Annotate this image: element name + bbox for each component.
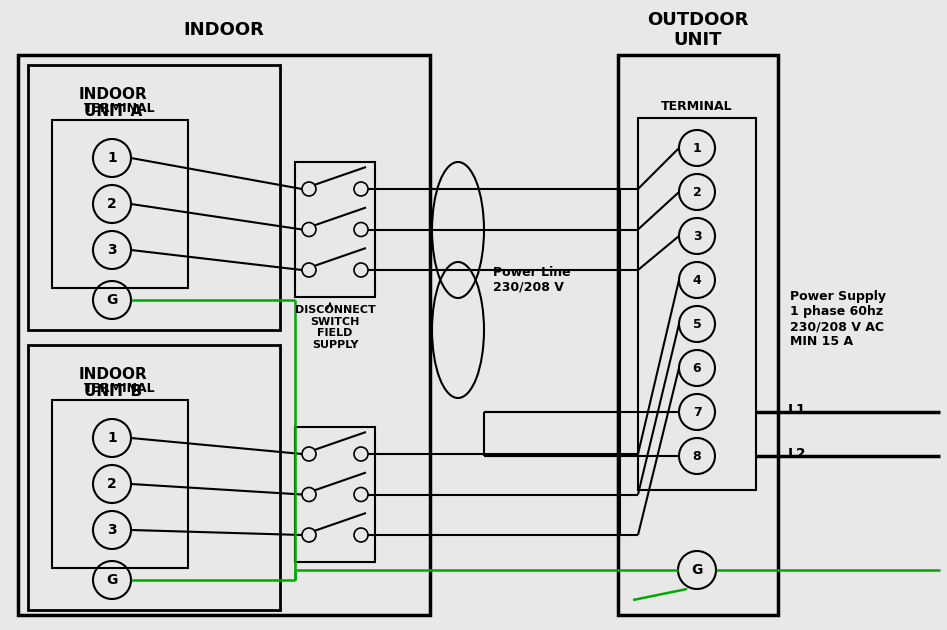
Text: INDOOR
UNIT A: INDOOR UNIT A	[79, 87, 148, 120]
Text: 3: 3	[107, 523, 116, 537]
Text: 7: 7	[692, 406, 702, 418]
Text: Power Supply
1 phase 60hz
230/208 V AC
MIN 15 A: Power Supply 1 phase 60hz 230/208 V AC M…	[790, 290, 886, 348]
Bar	[18, 55, 430, 615]
Bar	[618, 55, 778, 615]
Text: 5: 5	[692, 318, 702, 331]
Text: L1: L1	[788, 403, 807, 417]
Text: Power Line
230/208 V: Power Line 230/208 V	[493, 266, 571, 294]
Text: L2: L2	[788, 447, 807, 461]
Text: 1: 1	[107, 431, 116, 445]
Bar	[28, 65, 280, 330]
Text: 8: 8	[692, 449, 702, 462]
Text: 1: 1	[107, 151, 116, 165]
Bar	[638, 118, 756, 490]
Text: TERMINAL: TERMINAL	[84, 382, 156, 395]
Bar	[52, 120, 188, 288]
Bar	[28, 345, 280, 610]
Bar	[295, 162, 375, 297]
Text: INDOOR
UNIT B: INDOOR UNIT B	[79, 367, 148, 399]
Bar	[295, 427, 375, 562]
Bar	[52, 400, 188, 568]
Text: 3: 3	[107, 243, 116, 257]
Text: TERMINAL: TERMINAL	[84, 102, 156, 115]
Text: G: G	[106, 293, 117, 307]
Text: 2: 2	[107, 197, 116, 211]
Text: TERMINAL: TERMINAL	[661, 100, 733, 113]
Text: G: G	[106, 573, 117, 587]
Text: 2: 2	[692, 185, 702, 198]
Text: 1: 1	[692, 142, 702, 154]
Text: 4: 4	[692, 273, 702, 287]
Text: 3: 3	[692, 229, 702, 243]
Text: 6: 6	[692, 362, 702, 374]
Text: 2: 2	[107, 477, 116, 491]
Text: INDOOR: INDOOR	[184, 21, 264, 39]
Text: DISCONNECT
SWITCH
FIELD
SUPPLY: DISCONNECT SWITCH FIELD SUPPLY	[295, 305, 375, 350]
Text: G: G	[691, 563, 703, 577]
Text: OUTDOOR
UNIT: OUTDOOR UNIT	[648, 11, 749, 49]
